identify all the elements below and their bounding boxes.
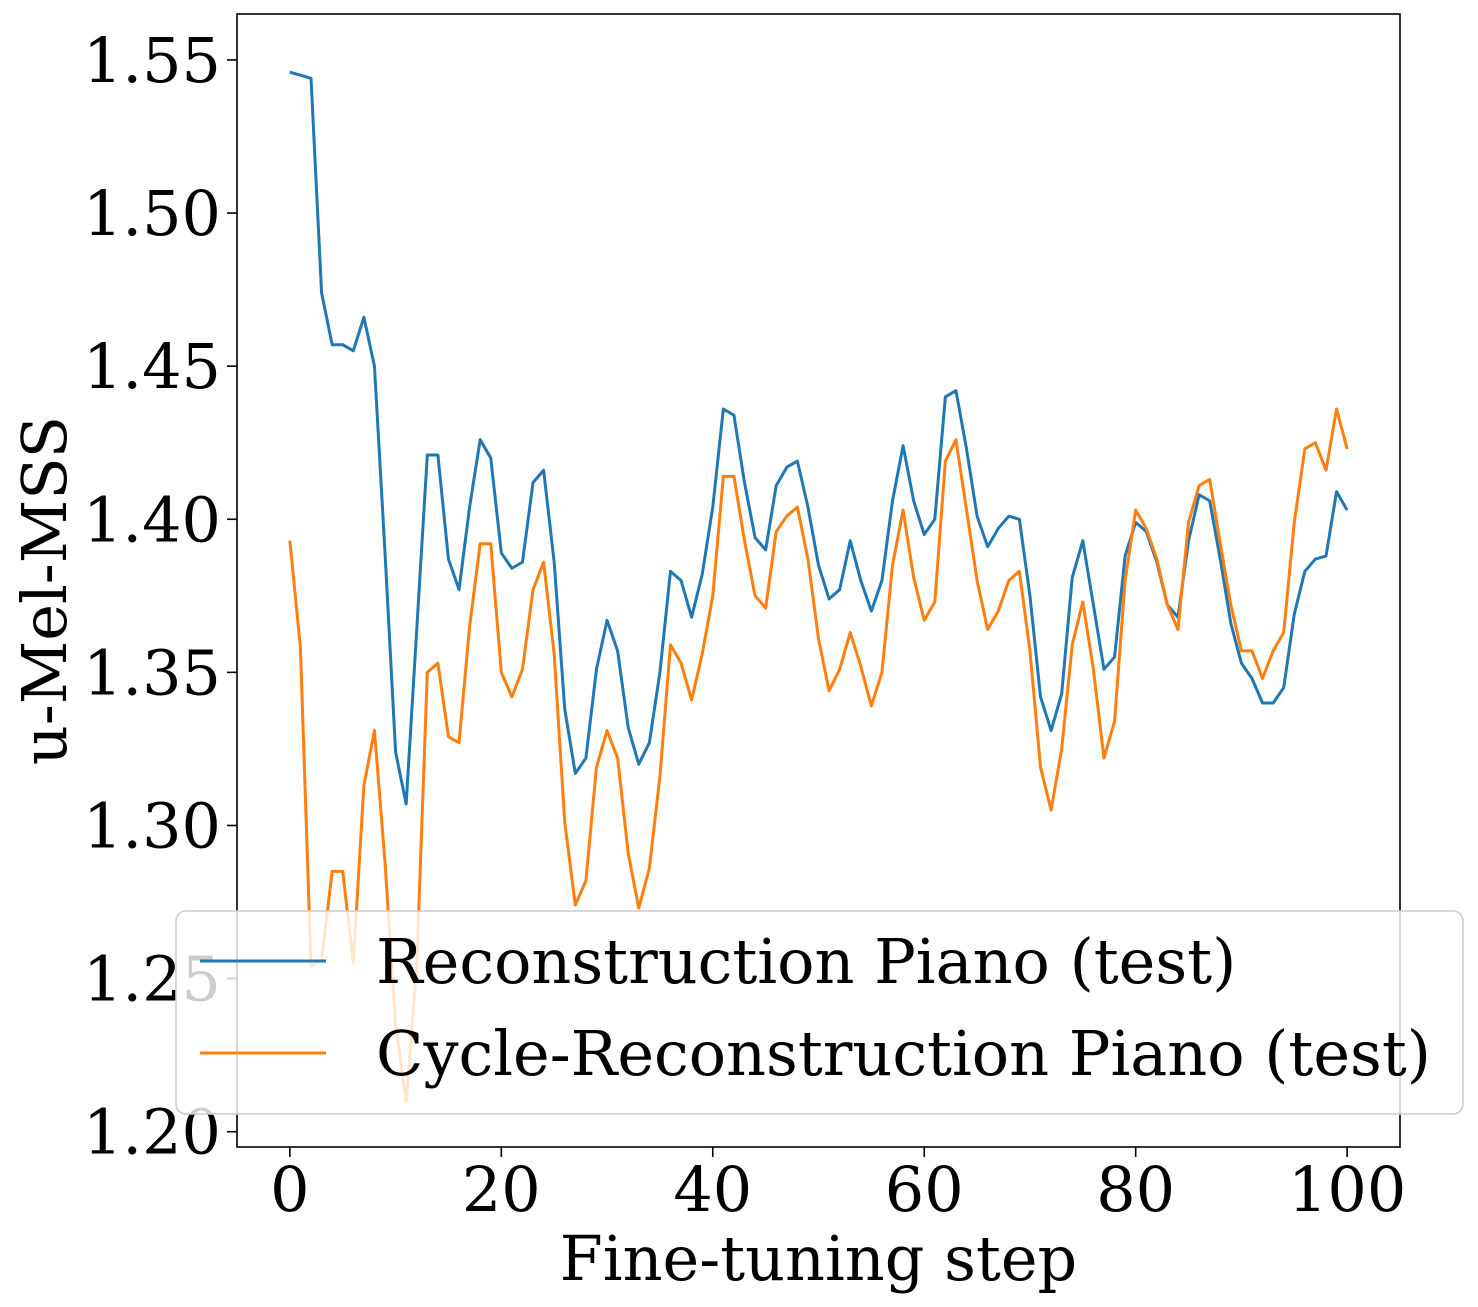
series-line-2 [288, 407, 1349, 1103]
legend-box [175, 910, 1464, 1115]
legend-label-2: Cycle-Reconstruction Piano (test) [376, 1017, 1431, 1090]
series-layer [288, 70, 1349, 1103]
y-tick-label: 1.30 [83, 789, 221, 862]
x-tick-label: 20 [462, 1153, 541, 1226]
x-tick-label: 100 [1288, 1153, 1406, 1226]
y-tick-label: 1.55 [83, 24, 221, 97]
x-tick-label: 60 [885, 1153, 964, 1226]
y-tick-label: 1.40 [83, 483, 221, 556]
x-tick-label: 0 [270, 1153, 309, 1226]
legend-label-1: Reconstruction Piano (test) [376, 925, 1236, 998]
y-tick-label: 1.35 [83, 636, 221, 709]
x-tick-label: 80 [1096, 1153, 1175, 1226]
plot-frame [236, 13, 1401, 1148]
y-axis-title: u-Mel-MSS [8, 416, 81, 765]
y-tick-label: 1.45 [83, 330, 221, 403]
x-axis: 0 20 40 60 80 100 [270, 1147, 1406, 1226]
x-tick-label: 40 [673, 1153, 752, 1226]
y-tick-label: 1.50 [83, 177, 221, 250]
legend: Reconstruction Piano (test) Cycle-Reconst… [175, 910, 1464, 1115]
series-line-1 [289, 70, 1349, 806]
x-axis-title: Fine-tuning step [560, 1222, 1077, 1295]
